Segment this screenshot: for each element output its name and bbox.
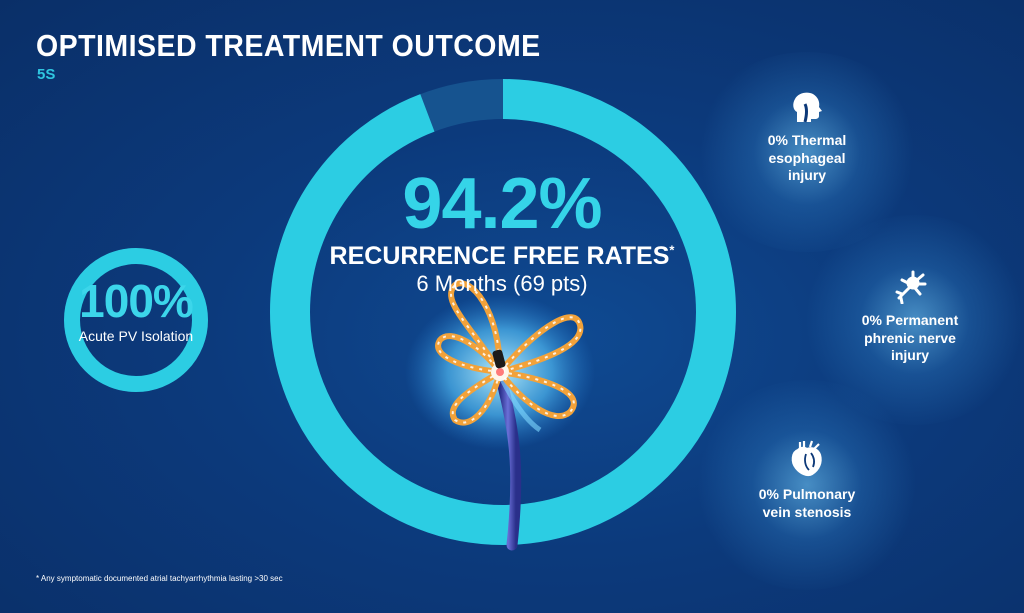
throat-icon: [793, 92, 822, 123]
stat-esophageal: 0% Thermal esophageal injury: [727, 90, 887, 185]
acute-value: 100%: [79, 275, 194, 327]
recurrence-value: 94.2%: [402, 164, 602, 244]
stat-3-line-2: vein stenosis: [762, 503, 852, 520]
footnote: * Any symptomatic documented atrial tach…: [36, 574, 283, 583]
recurrence-period: 6 Months (69 pts): [416, 271, 588, 296]
page-subtitle: 5S: [37, 66, 56, 83]
heart-icon: [791, 440, 822, 477]
acute-pv-isolation-stat: 100% Acute PV Isolation: [56, 278, 216, 344]
stat-1-line-2: esophageal: [768, 149, 846, 166]
stat-3-line-1: 0% Pulmonary: [758, 486, 856, 502]
recurrence-label: RECURRENCE FREE RATES*: [312, 242, 692, 271]
stat-glow-3: [692, 380, 922, 590]
stat-2-line-3: injury: [890, 347, 930, 363]
stat-1-line-3: injury: [787, 167, 827, 183]
nerve-icon: [895, 270, 927, 304]
stat-pulmonary-vein: 0% Pulmonary vein stenosis: [727, 440, 887, 521]
recurrence-stat: 94.2% RECURRENCE FREE RATES* 6 Months (6…: [312, 168, 692, 297]
stat-1-line-1: 0% Thermal: [767, 132, 847, 148]
stat-phrenic-nerve: 0% Permanent phrenic nerve injury: [830, 270, 990, 365]
catheter-image: [405, 280, 595, 551]
recurrence-label-text: RECURRENCE FREE RATES: [329, 242, 670, 270]
page-title: OPTIMISED TREATMENT OUTCOME: [36, 28, 541, 63]
recurrence-asterisk: *: [669, 242, 675, 258]
stat-2-line-1: 0% Permanent: [861, 312, 959, 328]
stat-2-line-2: phrenic nerve: [864, 329, 956, 346]
acute-caption: Acute PV Isolation: [78, 328, 194, 344]
recurrence-ring-arc: [270, 79, 736, 545]
acute-ring-arc: [64, 248, 208, 392]
